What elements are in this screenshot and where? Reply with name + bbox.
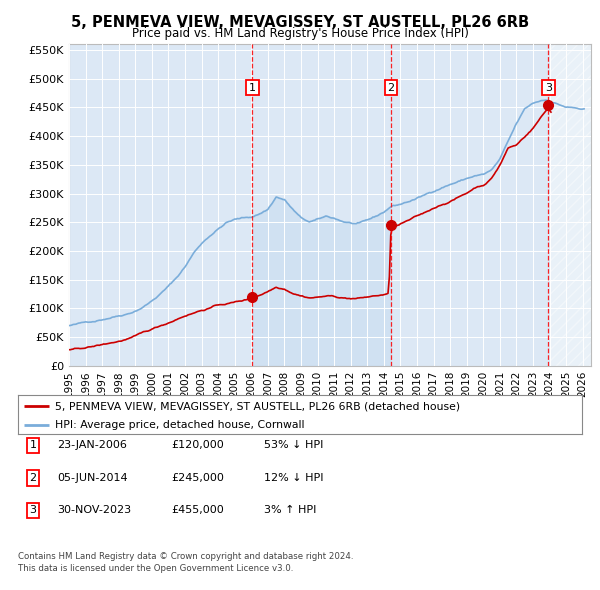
Text: Contains HM Land Registry data © Crown copyright and database right 2024.
This d: Contains HM Land Registry data © Crown c… [18,552,353,573]
Text: 3% ↑ HPI: 3% ↑ HPI [264,506,316,515]
Text: £455,000: £455,000 [171,506,224,515]
Text: HPI: Average price, detached house, Cornwall: HPI: Average price, detached house, Corn… [55,420,304,430]
Text: 5, PENMEVA VIEW, MEVAGISSEY, ST AUSTELL, PL26 6RB: 5, PENMEVA VIEW, MEVAGISSEY, ST AUSTELL,… [71,15,529,30]
Text: 30-NOV-2023: 30-NOV-2023 [57,506,131,515]
Text: 2: 2 [388,83,395,93]
Text: 3: 3 [545,83,552,93]
Text: £120,000: £120,000 [171,441,224,450]
Bar [550,44,591,366]
Text: 53% ↓ HPI: 53% ↓ HPI [264,441,323,450]
Text: 2: 2 [29,473,37,483]
Text: 5, PENMEVA VIEW, MEVAGISSEY, ST AUSTELL, PL26 6RB (detached house): 5, PENMEVA VIEW, MEVAGISSEY, ST AUSTELL,… [55,401,460,411]
Text: £245,000: £245,000 [171,473,224,483]
Text: 1: 1 [29,441,37,450]
Text: 05-JUN-2014: 05-JUN-2014 [57,473,128,483]
Text: 1: 1 [249,83,256,93]
Text: 12% ↓ HPI: 12% ↓ HPI [264,473,323,483]
Text: 23-JAN-2006: 23-JAN-2006 [57,441,127,450]
Text: 3: 3 [29,506,37,515]
Text: Price paid vs. HM Land Registry's House Price Index (HPI): Price paid vs. HM Land Registry's House … [131,27,469,40]
